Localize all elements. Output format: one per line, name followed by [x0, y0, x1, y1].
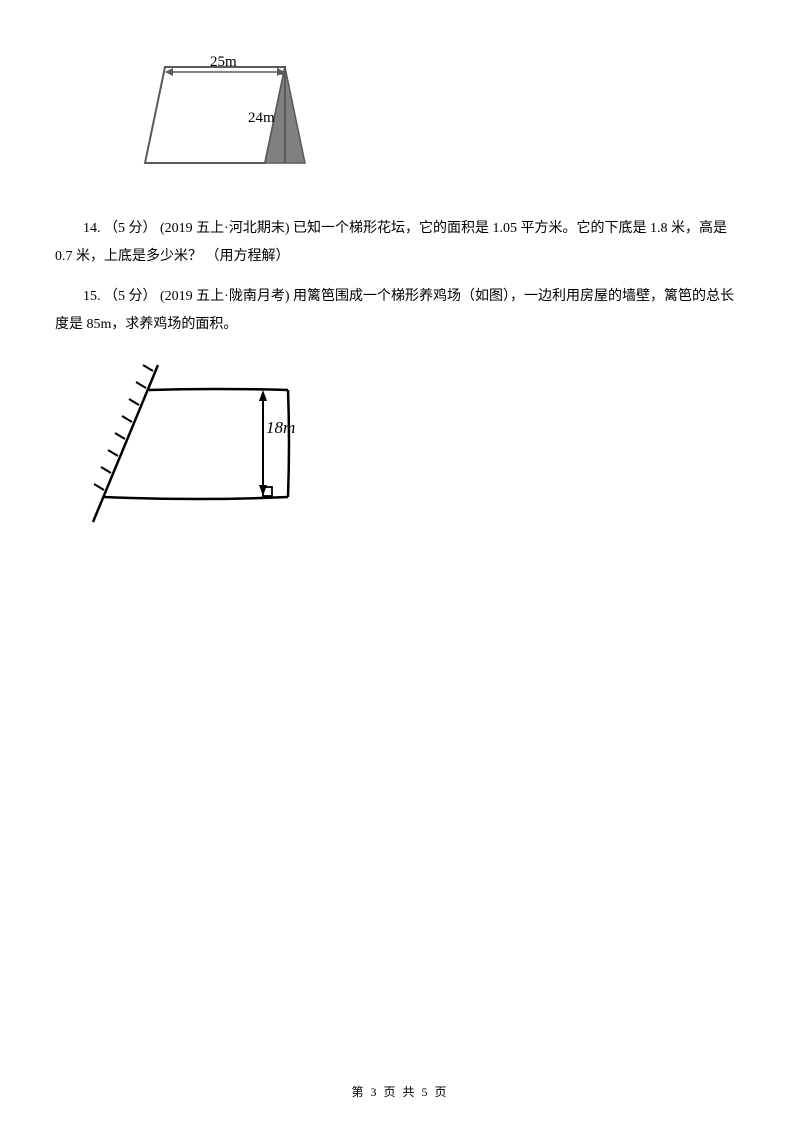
fence-height-label: 18m	[266, 418, 295, 437]
width-label: 25m	[210, 55, 237, 70]
problem-15-text: 15. （5 分） (2019 五上·陇南月考) 用篱笆围成一个梯形养鸡场（如图…	[55, 283, 745, 339]
trapezoid-fence-figure: 18m	[83, 357, 745, 542]
parallelogram-svg: 25m 24m	[110, 55, 320, 185]
page-footer: 第 3 页 共 5 页	[0, 1083, 800, 1100]
height-label: 24m	[248, 110, 275, 126]
parallelogram-figure: 25m 24m	[110, 55, 745, 190]
trapezoid-svg: 18m	[83, 357, 343, 537]
problem-14-text: 14. （5 分） (2019 五上·河北期末) 已知一个梯形花坛，它的面积是 …	[55, 215, 745, 271]
